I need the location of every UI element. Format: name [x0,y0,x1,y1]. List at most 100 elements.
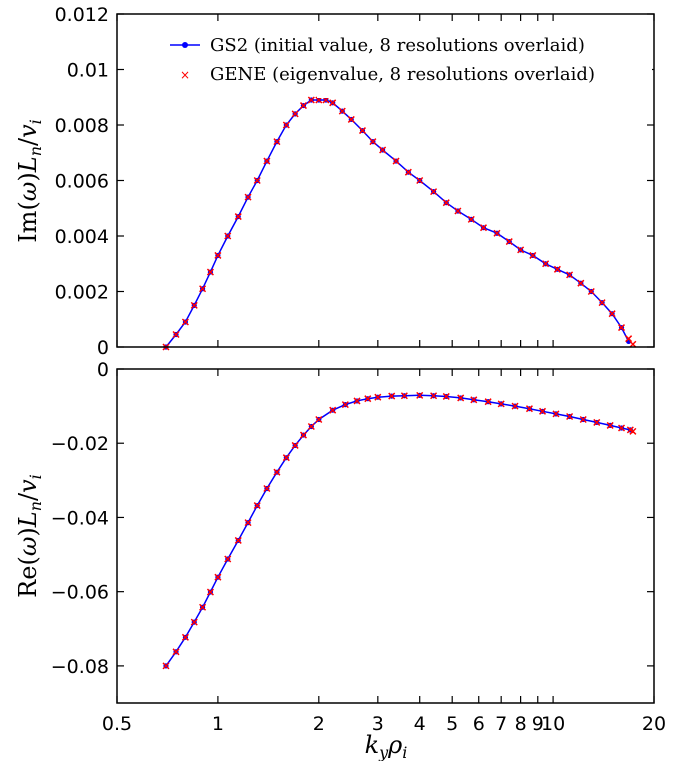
top-gene-point [244,193,252,201]
top-gene-point [214,251,222,259]
top-gene-point [253,176,261,185]
bottom-gene-point [484,398,492,406]
xtick-label: 3 [372,713,384,735]
xtick-label: 4 [414,713,426,735]
top-gene-point [587,287,595,296]
bottom-gene-point [497,400,505,408]
top-plot-series [162,96,637,351]
bottom-gene-point [579,415,587,424]
bottom-gene-point [539,407,547,415]
top-gene-point [598,299,606,307]
top-gene-point [517,246,525,254]
bottom-gene-point [253,502,261,510]
xtick-label: 5 [446,713,458,735]
top-gene-point [172,330,180,339]
top-ytick-label: 0.006 [55,171,109,193]
bottom-gene-point [282,454,290,462]
top-gene-point [199,285,207,293]
top-ytick-label: 0 [97,337,109,359]
bottom-gene-point [606,421,614,429]
top-gene-point [467,215,475,223]
top-gene-point [369,138,377,146]
legend-gene-marker: × [180,68,190,82]
xtick-label: 9 [532,713,544,735]
top-gene-point [263,157,271,165]
top-gene-point [338,107,346,115]
top-gene-point [404,168,412,176]
top-gene-point [505,238,513,246]
bottom-gene-point [470,396,478,404]
bottom-gene-point [364,395,372,403]
bottom-gene-point [525,405,533,413]
top-gene-point [416,176,424,185]
bottom-ytick-label: −0.06 [51,582,109,604]
bottom-gene-point [291,441,299,449]
top-gene-point [629,340,637,348]
top-gene-point [299,102,307,110]
bottom-gene-point [430,392,438,400]
bottom-ytick-label: −0.08 [51,656,109,678]
top-gene-point [190,301,198,309]
bottom-gs2-line [165,394,631,667]
bottom-xlabel: kyρi [365,731,408,761]
bottom-gene-point [329,406,337,414]
bottom-gene-point [199,603,207,611]
top-ytick-label: 0.012 [55,4,109,26]
top-gene-point [392,157,400,165]
top-ytick-label: 0.002 [55,282,109,304]
top-gene-point [315,96,323,104]
xtick-label: 0.5 [102,713,132,735]
top-axis-ticks: 0 0.002 0.004 0.006 0.008 0.01 0.012 [55,4,655,359]
bottom-ytick-label: 0 [97,359,109,381]
top-gene-point [358,127,367,135]
bottom-ytick-label: −0.02 [51,433,109,455]
bottom-gene-point [234,536,242,544]
bottom-gene-point [593,418,601,426]
top-ylabel: Im(ω)Ln/vi [14,119,45,243]
bottom-gene-point [206,588,214,596]
top-gene-point [282,121,290,129]
bottom-gene-point [400,392,408,400]
bottom-gene-point [416,391,424,399]
top-ytick-label: 0.008 [55,115,109,137]
top-gene-point [493,229,501,237]
legend-entry-gs2: GS2 (initial value, 8 resolutions overla… [170,35,585,56]
top-gene-point [608,310,616,318]
bottom-gene-point [263,484,271,493]
top-gene-point [617,324,626,332]
bottom-gene-point [315,415,323,424]
legend-gs2-dot [182,42,188,48]
xtick-label: 7 [495,713,507,735]
bottom-gene-point [307,422,315,431]
bottom-gene-point [244,519,252,527]
bottom-gene-point [299,431,307,439]
top-gs2-line [165,99,630,348]
top-gene-point [479,224,488,232]
bottom-panel-real-frequency: 0.5 1 2 3 4 5 6 7 8 910 20 0 −0.02 −0.04 −0.06 −0.08 Re… [14,359,666,761]
top-gene-point [542,260,550,268]
top-gene-point [430,188,438,196]
bottom-gene-point [442,392,450,400]
bottom-gene-point [374,393,382,401]
bottom-gene-point [341,401,349,409]
top-gene-point [273,138,281,146]
top-gene-point [347,115,355,123]
legend-box [317,28,652,98]
bottom-gene-point [224,555,232,563]
xtick-label: 2 [313,713,325,735]
legend-entry-gene: × GENE (eigenvalue, 8 resolutions overla… [180,64,595,85]
bottom-gene-point [273,468,281,476]
xtick-label: 20 [642,713,666,735]
bottom-axis-ticks: 0.5 1 2 3 4 5 6 7 8 910 20 0 −0.02 −0.04 −0.06 −0.08 [51,359,666,735]
bottom-plot-frame [116,368,655,704]
bottom-plot-series [162,391,637,670]
bottom-gene-point [566,412,574,421]
xtick-label: 8 [515,713,527,735]
top-gene-point [625,335,633,343]
bottom-gene-point [162,662,170,670]
bottom-gene-point [511,402,519,410]
top-gene-point [379,146,387,154]
top-gene-point [442,199,450,207]
top-ytick-label: 0.01 [67,60,109,82]
